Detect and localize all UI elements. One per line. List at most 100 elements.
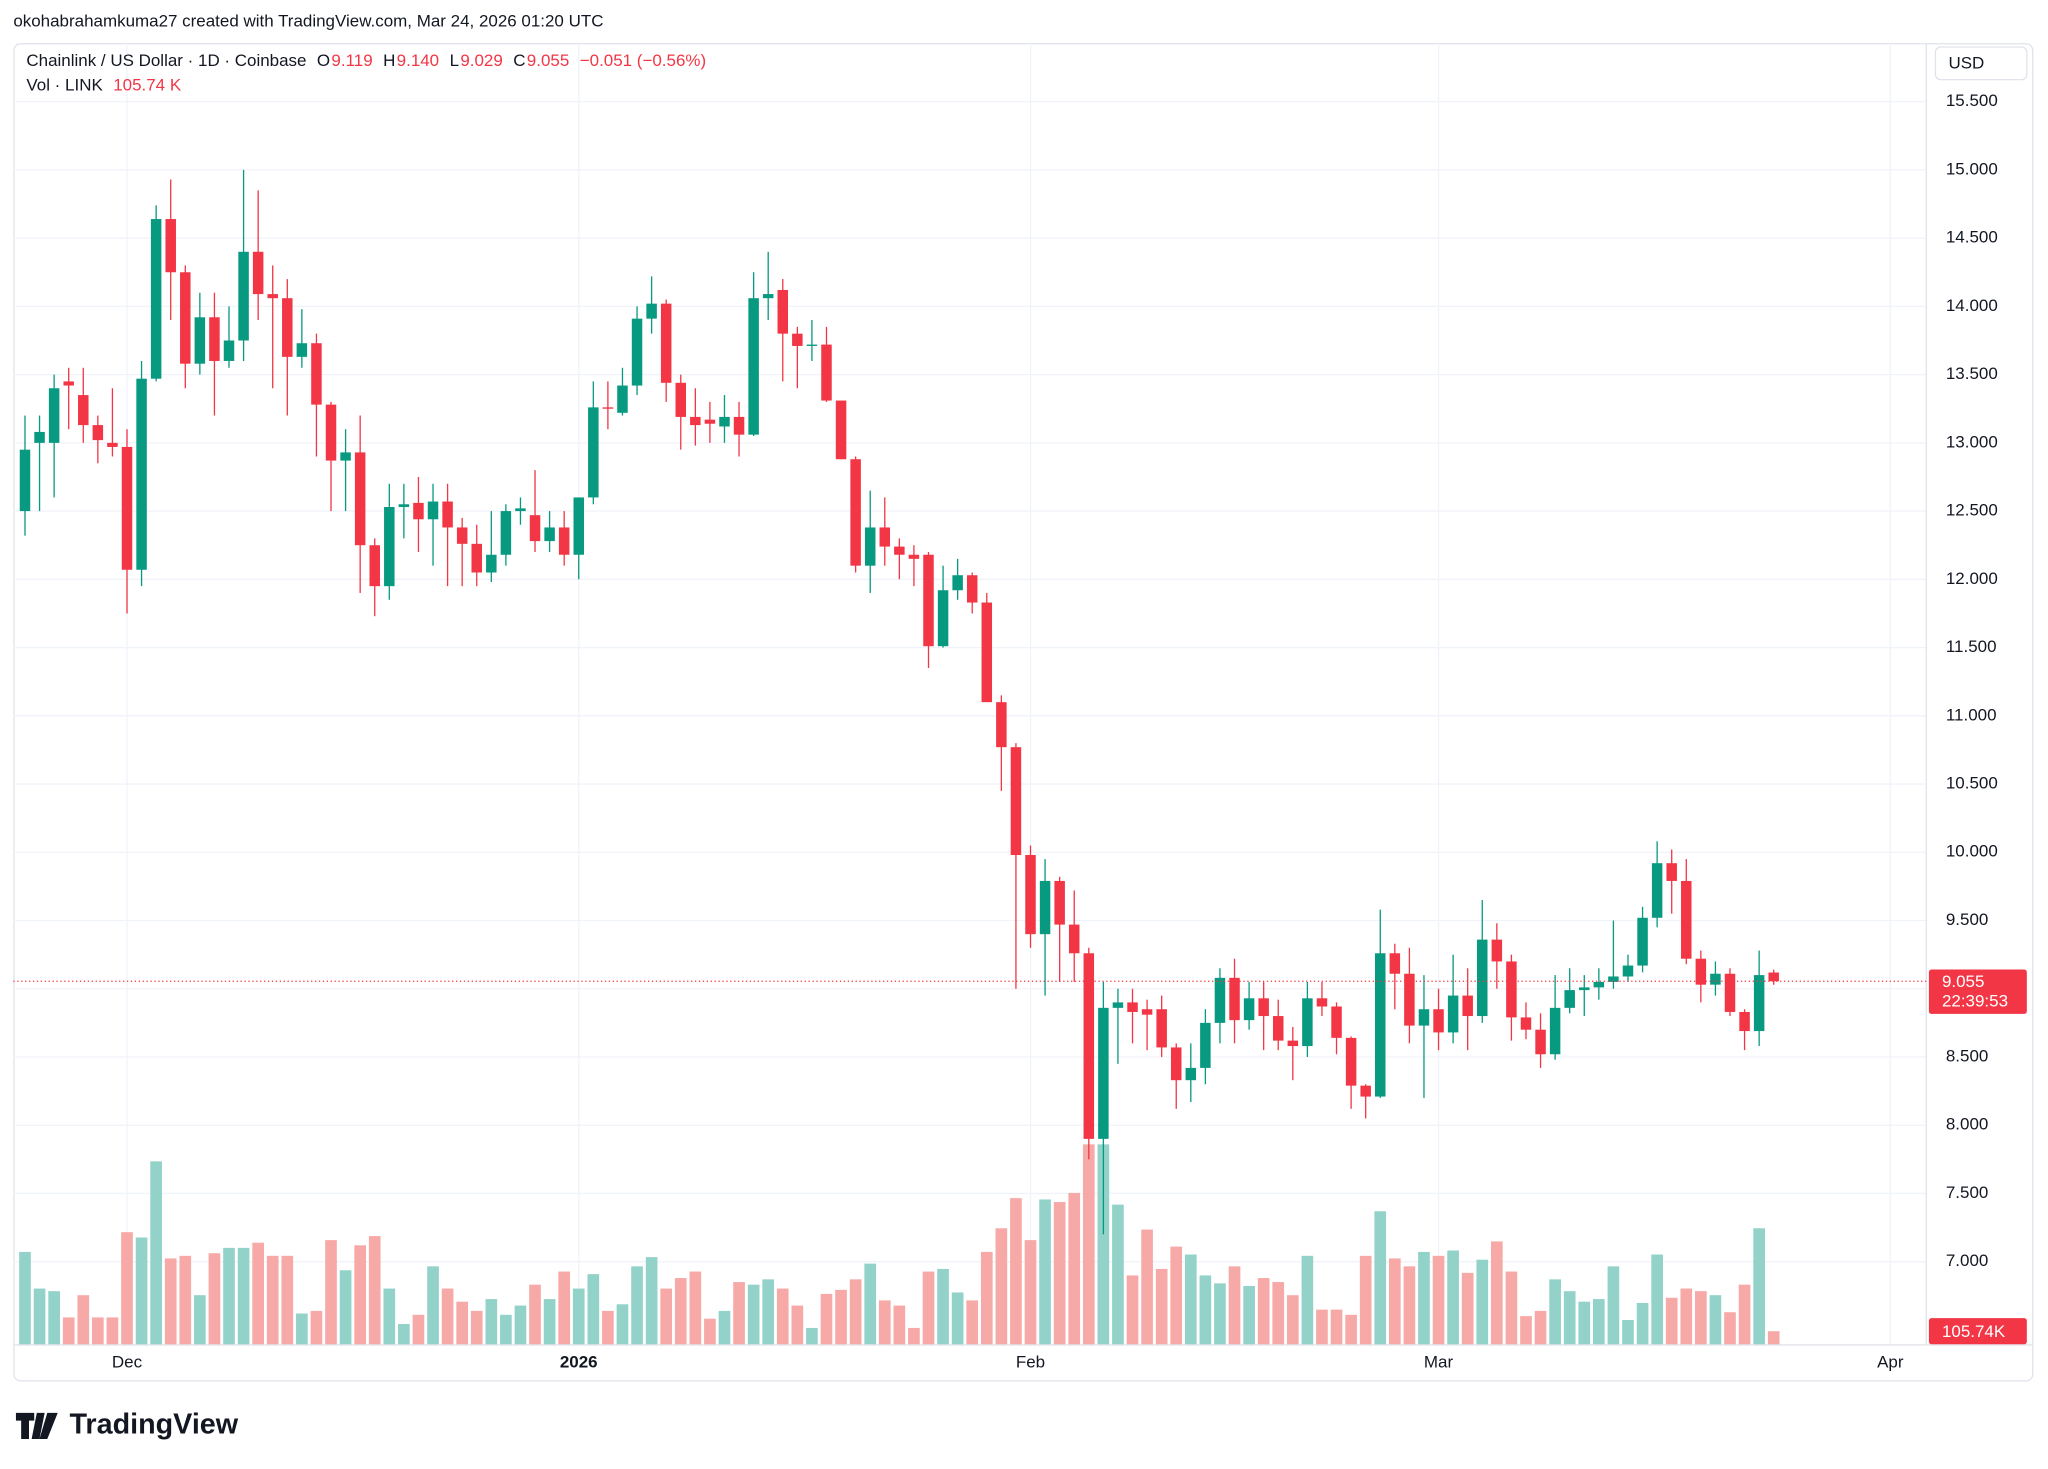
y-tick-label: 13.500 <box>1946 364 1998 383</box>
candle-body <box>1331 1006 1342 1038</box>
candle-body <box>1564 990 1575 1008</box>
volume-bar <box>19 1251 31 1345</box>
last-price-box <box>1928 969 2027 1014</box>
volume-bar <box>500 1314 512 1345</box>
y-tick-label: 14.000 <box>1946 296 1998 315</box>
candle-body <box>413 502 424 520</box>
volume-bar <box>427 1266 439 1345</box>
volume-bar <box>310 1310 323 1345</box>
currency-box <box>1934 46 2028 81</box>
volume-bar <box>776 1288 789 1345</box>
frame <box>13 43 2034 1382</box>
volume-bar <box>121 1232 133 1345</box>
volume-bar <box>820 1293 833 1345</box>
candle-body <box>806 344 818 346</box>
volume-bar <box>1286 1295 1299 1345</box>
candle-body <box>850 459 861 566</box>
volume-bar <box>1243 1285 1255 1345</box>
volume-bar <box>135 1237 148 1345</box>
candle-body <box>1054 880 1065 925</box>
volume-bar <box>572 1288 585 1345</box>
volume-bar <box>1534 1310 1547 1345</box>
volume-bar <box>704 1318 716 1345</box>
volume-bar <box>1082 1144 1095 1345</box>
volume-bar <box>878 1300 891 1345</box>
candle-body <box>1447 995 1459 1033</box>
volume-bar <box>164 1258 177 1345</box>
volume-bar <box>1680 1288 1693 1345</box>
candle-body <box>1345 1037 1357 1086</box>
volume-bar <box>1184 1254 1197 1345</box>
volume-bar <box>1316 1309 1328 1345</box>
candle-body <box>121 446 133 570</box>
candle-body <box>48 388 60 443</box>
volume-bar <box>1709 1295 1722 1345</box>
candle-body <box>296 343 308 357</box>
volume-bar <box>1461 1272 1474 1345</box>
candle-body <box>1025 855 1036 935</box>
candle-body <box>558 527 570 555</box>
candle-body <box>923 554 934 647</box>
candle-body <box>1710 973 1721 985</box>
volume-bar <box>674 1278 687 1345</box>
candle-body <box>165 219 176 273</box>
candle-body <box>456 527 468 544</box>
volume-bar <box>587 1274 600 1345</box>
volume-bar <box>1491 1241 1503 1345</box>
candle-body <box>894 546 905 555</box>
brand: TradingView <box>15 1409 239 1441</box>
volume-value: 105.74 K <box>113 76 182 95</box>
candle-body <box>1608 976 1619 982</box>
brand-logo <box>15 1412 58 1439</box>
candle-body <box>1418 1009 1430 1026</box>
volume-bar <box>33 1288 46 1345</box>
candle-body <box>1375 953 1386 1097</box>
volume-bar <box>1418 1251 1430 1345</box>
candle-body <box>1214 977 1226 1023</box>
volume-bar <box>1447 1250 1459 1345</box>
candle-body <box>1695 958 1707 985</box>
candle-body <box>471 543 482 573</box>
candle-body <box>340 452 351 461</box>
currency: USD <box>1948 53 1984 72</box>
volume-bar <box>1039 1199 1051 1345</box>
ohlc-label: L <box>450 51 459 70</box>
candle-body <box>398 504 410 507</box>
volume-bar <box>1257 1278 1270 1345</box>
y-tick-label: 10.500 <box>1946 774 1998 793</box>
candle-body <box>267 294 278 299</box>
candle-body <box>1739 1011 1750 1032</box>
volume-bar <box>1170 1246 1183 1345</box>
volume-bar <box>1476 1259 1489 1345</box>
candle-body <box>107 442 118 447</box>
candle-body <box>777 289 789 334</box>
candle-body <box>1039 880 1051 935</box>
candle-body <box>194 317 206 364</box>
volume-label: 105.74K <box>1942 1322 2006 1341</box>
volume-bar <box>1068 1192 1081 1345</box>
volume-bar <box>1665 1297 1678 1345</box>
candle-body <box>908 554 920 559</box>
volume-bar <box>529 1284 541 1345</box>
candle-body <box>952 575 963 591</box>
volume-bar <box>1112 1204 1124 1345</box>
volume-bar <box>1199 1275 1212 1345</box>
candle-body <box>1010 747 1022 856</box>
ohlc-value: 9.029 <box>460 51 502 70</box>
volume-bar <box>1053 1202 1066 1345</box>
volume-bar <box>1651 1254 1663 1345</box>
candle-body <box>529 515 541 542</box>
ohlc-label: C <box>513 51 525 70</box>
volume-bar <box>718 1310 731 1345</box>
x-tick-label: Mar <box>1424 1353 1454 1372</box>
candle-body <box>1491 939 1503 962</box>
volume-bar <box>995 1228 1008 1345</box>
candle-body <box>325 404 337 461</box>
volume-bar <box>1578 1301 1591 1345</box>
volume-bar <box>1301 1255 1314 1345</box>
candle-body <box>1768 972 1779 982</box>
y-tick-label: 8.000 <box>1946 1115 1988 1134</box>
candle-body <box>1535 1029 1546 1055</box>
candle-body <box>282 298 293 357</box>
